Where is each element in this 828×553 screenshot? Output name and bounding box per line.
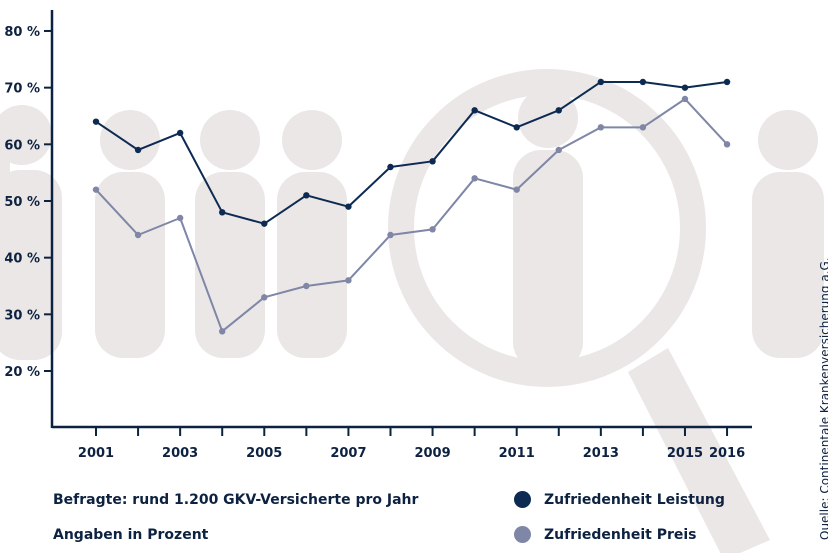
x-tick-label: 2009 xyxy=(414,446,450,461)
person-silhouette-icon xyxy=(752,110,824,358)
data-point xyxy=(639,124,647,131)
legend-marker xyxy=(514,526,531,543)
y-tick-label: 40 % xyxy=(4,252,40,267)
legend-item-preis: Zufriedenheit Preis xyxy=(514,526,697,543)
data-point xyxy=(429,226,436,233)
data-point xyxy=(681,95,689,103)
legend-label: Zufriedenheit Leistung xyxy=(544,491,725,508)
source-note: Quelle: Continentale Krankenversicherung… xyxy=(818,257,828,540)
data-point xyxy=(471,175,478,182)
person-silhouette-icon xyxy=(513,88,583,370)
y-tick-label: 30 % xyxy=(4,308,40,323)
data-point xyxy=(219,328,226,335)
x-tick-label: 2001 xyxy=(78,446,114,461)
person-silhouette-icon xyxy=(95,110,165,358)
data-point xyxy=(597,124,605,131)
data-point xyxy=(92,118,100,125)
legend-marker xyxy=(514,491,531,508)
data-point xyxy=(513,186,520,193)
x-tick-label: 2016 xyxy=(709,446,745,461)
data-point xyxy=(345,203,352,210)
y-tick-label: 20 % xyxy=(4,365,40,380)
series-line-leistung xyxy=(95,80,728,225)
person-silhouette-icon xyxy=(195,110,265,358)
data-point xyxy=(723,78,731,86)
x-tick-label: 2011 xyxy=(499,446,535,461)
legend-label: Zufriedenheit Preis xyxy=(544,526,697,543)
respondents-note: Befragte: rund 1.200 GKV-Versicherte pro… xyxy=(53,492,419,508)
data-point xyxy=(176,214,184,222)
data-point xyxy=(597,78,605,86)
y-tick-label: 70 % xyxy=(4,82,40,97)
y-tick-label: 80 % xyxy=(4,25,40,40)
x-tick-label: 2015 xyxy=(667,446,703,461)
data-point xyxy=(303,192,310,199)
series-line-preis xyxy=(95,97,728,333)
magnifier-icon xyxy=(388,69,770,553)
y-tick-label: 50 % xyxy=(4,195,40,210)
person-silhouette-icon xyxy=(277,110,347,358)
data-point xyxy=(513,124,520,131)
data-point xyxy=(387,163,394,171)
data-point xyxy=(555,146,562,154)
x-tick-label: 2007 xyxy=(330,446,366,461)
data-point xyxy=(219,209,226,216)
data-point xyxy=(723,141,731,148)
data-point xyxy=(471,107,478,114)
person-silhouette-icon xyxy=(0,105,62,360)
data-point xyxy=(176,129,184,137)
x-tick-label: 2003 xyxy=(162,446,198,461)
units-note: Angaben in Prozent xyxy=(53,527,209,543)
x-tick-label: 2013 xyxy=(583,446,619,461)
x-tick-label: 2005 xyxy=(246,446,282,461)
background-illustration xyxy=(0,69,824,553)
data-point xyxy=(345,277,352,284)
data-point xyxy=(134,231,142,239)
data-point xyxy=(92,186,100,193)
y-tick-label: 60 % xyxy=(4,138,40,153)
data-point xyxy=(681,84,689,91)
data-point xyxy=(261,294,268,301)
data-point xyxy=(555,107,562,114)
data-point xyxy=(639,78,647,86)
data-point xyxy=(134,146,142,154)
legend-item-leistung: Zufriedenheit Leistung xyxy=(514,491,725,508)
data-point xyxy=(429,158,436,165)
data-point xyxy=(387,231,394,239)
data-point xyxy=(261,220,268,227)
data-point xyxy=(303,282,310,290)
